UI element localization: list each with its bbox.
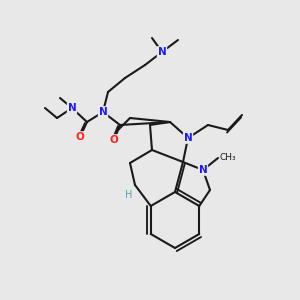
Text: O: O [76,132,84,142]
Text: N: N [158,47,166,57]
Text: O: O [110,135,118,145]
Text: N: N [99,107,107,117]
Text: N: N [68,103,76,113]
Text: N: N [184,133,192,143]
Text: CH₃: CH₃ [220,154,237,163]
Text: N: N [199,165,207,175]
Text: H: H [124,190,132,200]
